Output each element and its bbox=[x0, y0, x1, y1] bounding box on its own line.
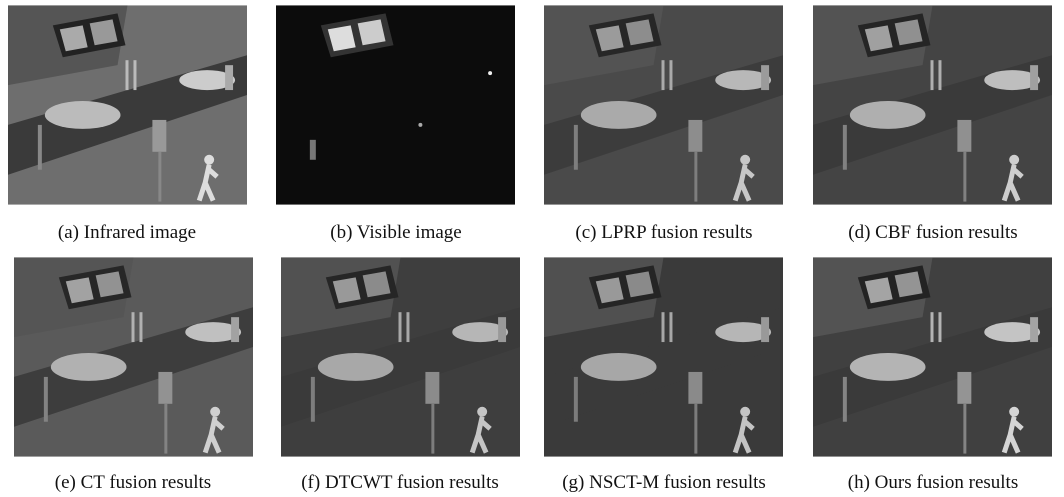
caption: (a) Infrared image bbox=[0, 222, 267, 244]
caption: (f) DTCWT fusion results bbox=[260, 472, 540, 494]
caption: (e) CT fusion results bbox=[0, 472, 273, 494]
ct-image bbox=[14, 257, 253, 457]
caption: (c) LPRP fusion results bbox=[524, 222, 804, 244]
dtcwt-image bbox=[281, 257, 520, 457]
caption: (g) NSCT-M fusion results bbox=[524, 472, 804, 494]
nsct-m-image bbox=[544, 257, 783, 457]
cbf-image bbox=[813, 5, 1052, 205]
visible-image bbox=[276, 5, 515, 205]
caption: (b) Visible image bbox=[256, 222, 536, 244]
ours-image bbox=[813, 257, 1052, 457]
caption: (d) CBF fusion results bbox=[793, 222, 1064, 244]
lprp-image bbox=[544, 5, 783, 205]
caption: (h) Ours fusion results bbox=[793, 472, 1064, 494]
infrared-image bbox=[8, 5, 247, 205]
figure: (a) Infrared image (b) Visible image (c)… bbox=[0, 0, 1064, 497]
